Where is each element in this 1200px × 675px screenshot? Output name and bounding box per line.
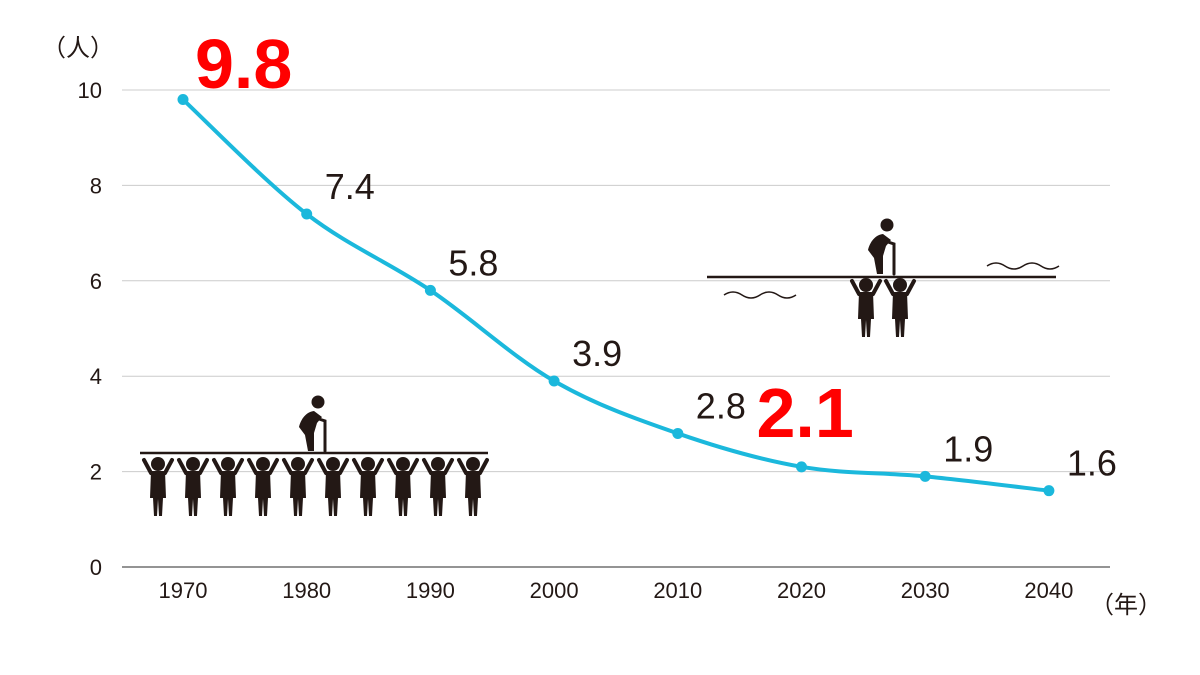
- data-label: 7.4: [325, 166, 375, 207]
- elderly-person-icon: [297, 394, 327, 453]
- x-tick-label: 2020: [777, 578, 826, 603]
- grid-lines: [122, 89, 1110, 568]
- x-tick-label: 1990: [406, 578, 455, 603]
- data-point: [796, 461, 807, 473]
- y-tick-label: 2: [90, 460, 102, 485]
- wave-icon: [986, 262, 1060, 270]
- x-axis-unit-label: （年）: [1090, 591, 1162, 619]
- elderly-person-icon: [866, 217, 896, 276]
- data-label: 3.9: [572, 333, 622, 374]
- x-tick-label: 2000: [530, 578, 579, 603]
- worker-icon: [352, 455, 384, 518]
- data-point: [301, 208, 313, 220]
- worker-icon: [457, 455, 489, 518]
- worker-icon: [422, 455, 454, 518]
- data-point: [1043, 485, 1055, 497]
- x-tick-label: 1970: [159, 578, 208, 603]
- worker-icon: [850, 276, 882, 339]
- x-axis: 1970 1980 1990 2000 2010 2020 2030 2040: [159, 578, 1074, 603]
- worker-icon: [282, 455, 314, 518]
- y-axis: 0 2 4 6 8 10: [78, 78, 102, 580]
- data-points: [177, 94, 1055, 497]
- worker-icon: [142, 455, 174, 518]
- data-label: 5.8: [448, 242, 498, 283]
- elderly-supported-by-two-workers-illustration: [707, 217, 1060, 339]
- data-label: 2.8: [696, 385, 746, 426]
- worker-icon: [177, 455, 209, 518]
- y-tick-label: 8: [90, 173, 102, 198]
- data-labels: 9.8 7.4 5.8 3.9 2.8 2.1 1.9 1.6: [195, 25, 1117, 484]
- data-point: [672, 427, 684, 439]
- x-tick-label: 2040: [1024, 578, 1073, 603]
- data-point: [919, 470, 931, 482]
- highlighted-data-label: 2.1: [757, 374, 854, 452]
- worker-icon: [317, 455, 349, 518]
- x-tick-label: 2010: [653, 578, 702, 603]
- elderly-supported-by-ten-workers-illustration: [140, 394, 489, 518]
- x-tick-label: 2030: [901, 578, 950, 603]
- series-line: [181, 97, 1051, 493]
- worker-icon: [247, 455, 279, 518]
- y-tick-label: 0: [90, 555, 102, 580]
- y-tick-label: 10: [78, 78, 102, 103]
- x-tick-label: 1980: [282, 578, 331, 603]
- worker-icon: [212, 455, 244, 518]
- y-axis-unit-label: （人）: [42, 34, 114, 62]
- y-tick-label: 4: [90, 364, 102, 389]
- data-label: 1.9: [943, 428, 993, 469]
- worker-icon: [884, 276, 916, 339]
- highlighted-data-label: 9.8: [195, 25, 292, 103]
- data-point: [177, 94, 189, 106]
- worker-icon: [387, 455, 419, 518]
- data-point: [548, 375, 560, 387]
- data-label: 1.6: [1067, 443, 1117, 484]
- y-tick-label: 6: [90, 269, 102, 294]
- wave-icon: [723, 291, 797, 299]
- data-point: [424, 284, 436, 296]
